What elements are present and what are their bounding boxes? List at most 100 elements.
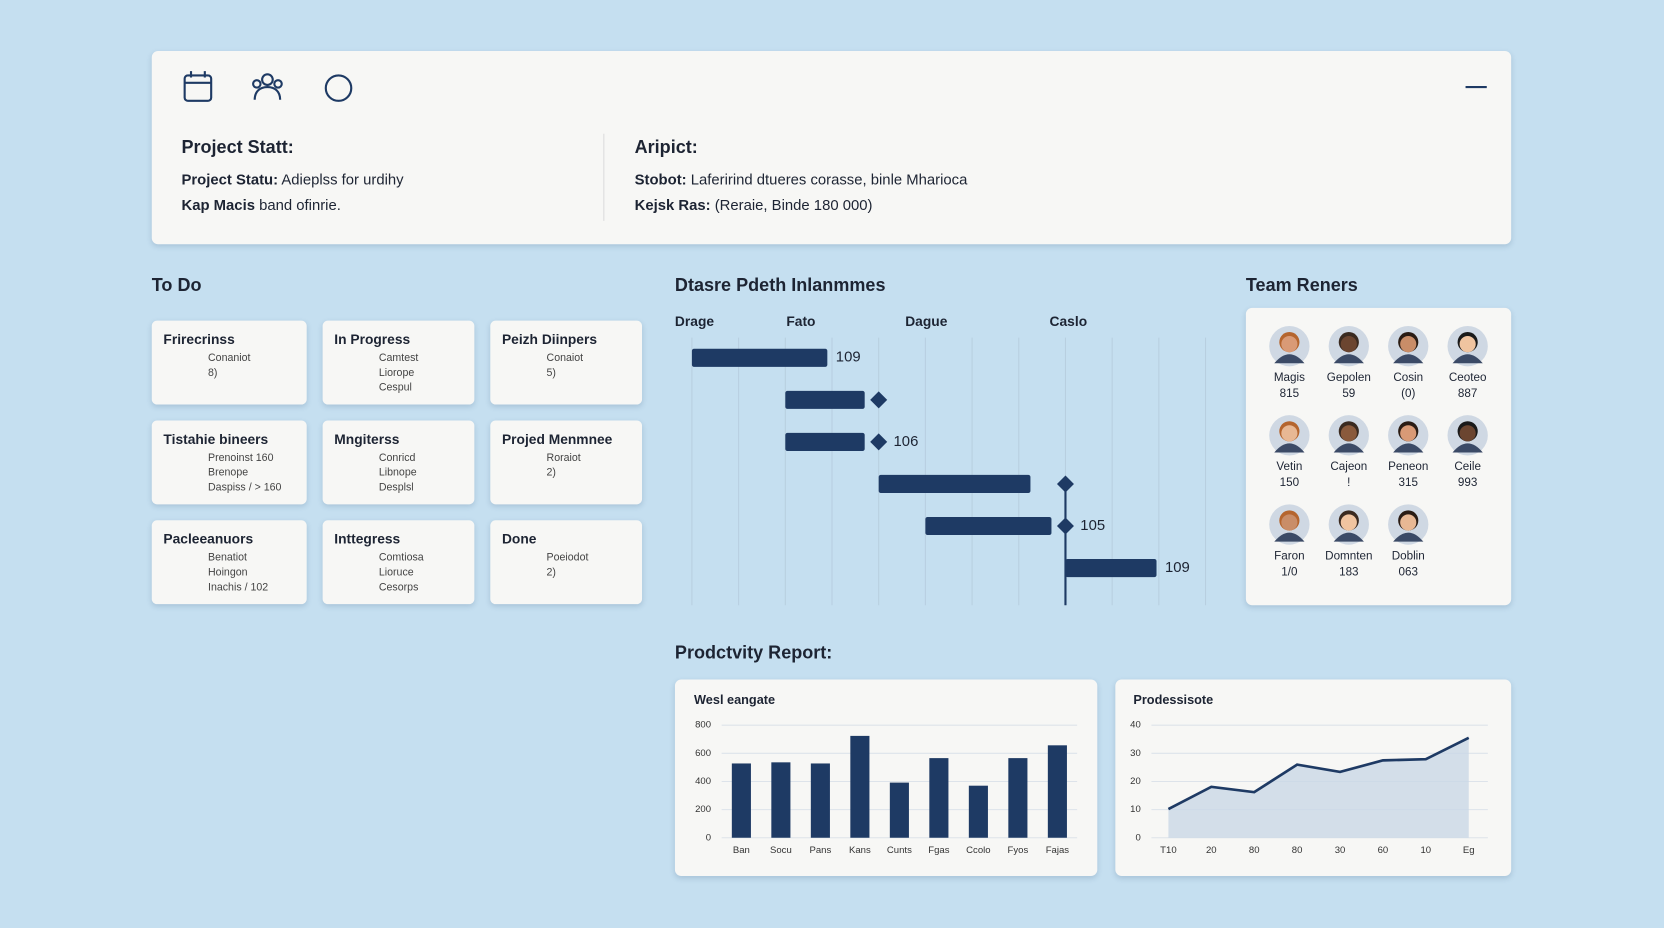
- avatar: [1447, 325, 1488, 367]
- bar: [968, 785, 988, 838]
- member-value: 1/0: [1281, 565, 1298, 578]
- info-text: Laferirind dtueres corasse, binle Mhario…: [690, 170, 968, 188]
- avatar-face: [1400, 336, 1417, 353]
- member-name: Faron: [1274, 549, 1304, 562]
- avatar: [1269, 325, 1310, 367]
- avatar-face: [1459, 336, 1476, 353]
- bar: [929, 758, 949, 838]
- milestone: [870, 433, 888, 451]
- member-name: Ceile: [1454, 460, 1481, 473]
- member-name: Gepolen: [1327, 371, 1371, 384]
- y-tick-label: 30: [1130, 748, 1141, 759]
- gantt-title: Dtasre Pdeth Inlanmmes: [674, 275, 886, 296]
- bar: [850, 735, 870, 838]
- avatar-face: [1340, 425, 1357, 442]
- status-icon[interactable]: [324, 74, 353, 102]
- chart-title: Wesl eangate: [694, 692, 775, 707]
- avatar-body: [1393, 354, 1424, 364]
- avatar-body: [1452, 354, 1483, 364]
- member-name: Cosin: [1393, 371, 1423, 384]
- member-value: 063: [1399, 565, 1418, 578]
- x-tick-label: Fgas: [928, 845, 949, 856]
- member-name: Vetin: [1276, 460, 1302, 473]
- avatar: [1388, 504, 1429, 545]
- avatar-body: [1393, 443, 1424, 453]
- todo-title: To Do: [151, 275, 202, 296]
- member-name: Domnten: [1325, 549, 1372, 562]
- card-line: Comtiosa: [378, 552, 424, 564]
- x-tick-label: T10: [1160, 845, 1176, 856]
- report-title: Prodctvity Report:: [674, 642, 833, 663]
- gantt-bar: [925, 516, 1052, 536]
- gantt-bar: [691, 348, 828, 367]
- avatar-body: [1393, 532, 1424, 542]
- x-tick-label: 80: [1292, 845, 1303, 856]
- gantt-label: 109: [836, 350, 861, 366]
- bar: [771, 762, 791, 838]
- bar: [1008, 758, 1028, 838]
- avatar-body: [1452, 443, 1483, 453]
- member-name: Cajeon: [1330, 460, 1367, 473]
- y-tick-label: 0: [706, 832, 711, 843]
- header-icons: [183, 71, 1487, 221]
- y-tick-label: 40: [1130, 720, 1141, 731]
- task-card: [322, 520, 475, 605]
- info-label: Stobot:: [634, 170, 687, 188]
- x-tick-label: Pans: [810, 845, 832, 856]
- info-line: Kejsk Ras: (Reraie, Binde 180 000): [635, 196, 873, 213]
- avatar: [1447, 415, 1488, 456]
- card-title: Frirecrinss: [163, 331, 235, 348]
- member-value: 815: [1280, 387, 1299, 400]
- card-line: Daspiss / > 160: [207, 482, 282, 494]
- task-card: [322, 320, 475, 405]
- gantt-bar: [785, 432, 865, 451]
- x-tick-label: Ban: [733, 845, 750, 856]
- member-value: 887: [1458, 387, 1477, 400]
- x-tick-label: 60: [1378, 845, 1389, 856]
- info-label: Kejsk Ras:: [634, 196, 711, 214]
- x-tick-label: Cunts: [887, 845, 912, 856]
- x-tick-label: Fyos: [1008, 845, 1029, 856]
- card-line: Prenoinst 160: [207, 452, 274, 464]
- info-text: band ofinrie.: [259, 196, 341, 214]
- task-card: [490, 320, 643, 405]
- avatar-face: [1340, 336, 1357, 353]
- avatar-body: [1333, 443, 1364, 453]
- card-title: Projed Menmnee: [501, 431, 613, 448]
- area: [1168, 737, 1469, 838]
- avatar-face: [1281, 514, 1298, 531]
- card-line: Brenope: [207, 467, 249, 479]
- card-line: Lioruce: [378, 566, 414, 579]
- card-line: Conricd: [378, 452, 416, 464]
- x-tick-label: 10: [1421, 845, 1432, 856]
- milestone: [870, 391, 888, 409]
- bar: [731, 763, 751, 838]
- member-value: 59: [1342, 387, 1355, 400]
- avatar-face: [1459, 425, 1476, 442]
- x-tick-label: Eg: [1463, 845, 1475, 856]
- x-tick-label: 30: [1335, 845, 1346, 856]
- calendar-icon[interactable]: [183, 74, 213, 102]
- avatar: [1388, 325, 1429, 367]
- avatar-face: [1400, 425, 1417, 442]
- avatar-body: [1274, 443, 1305, 453]
- task-card: [322, 420, 475, 505]
- team-icon[interactable]: [252, 73, 283, 100]
- left-title: Project Statt:: [181, 136, 294, 158]
- gantt-label: 105: [1080, 518, 1105, 534]
- member-name: Peneon: [1388, 460, 1428, 473]
- task-card: [490, 520, 643, 605]
- task-card: [151, 420, 307, 505]
- gantt-label: 109: [1165, 560, 1190, 576]
- right-title: Aripict:: [634, 136, 698, 158]
- info-line: Kap Macis band ofinrie.: [181, 196, 340, 213]
- avatar: [1328, 504, 1369, 545]
- card-line: Cespul: [378, 382, 412, 394]
- gantt-bar: [785, 390, 865, 409]
- avatar: [1328, 415, 1369, 456]
- card-line: 5): [546, 367, 556, 380]
- card-line: Conaniot: [207, 352, 251, 365]
- info-text: (Reraie, Binde 180 000): [714, 196, 873, 214]
- member-name: Doblin: [1392, 549, 1425, 562]
- y-tick-label: 400: [695, 776, 711, 787]
